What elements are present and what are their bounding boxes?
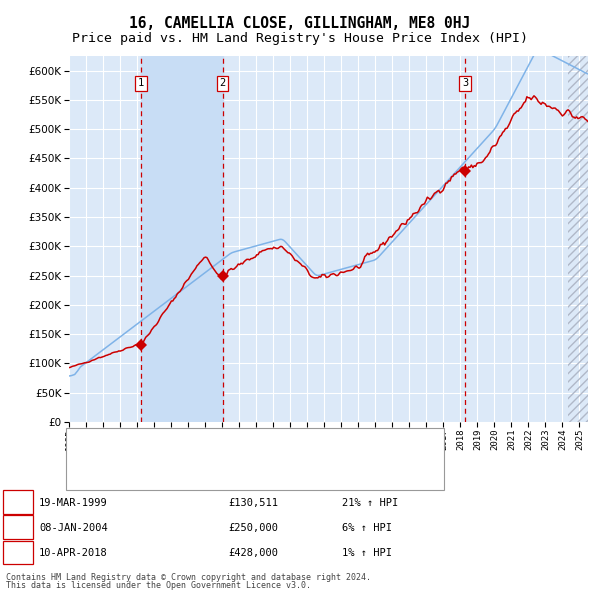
Text: 1: 1: [137, 78, 144, 88]
Text: 3: 3: [462, 78, 468, 88]
Text: 2: 2: [15, 523, 21, 533]
Bar: [141, 56, 223, 422]
Bar: [568, 56, 588, 422]
Text: 16, CAMELLIA CLOSE, GILLINGHAM, ME8 0HJ: 16, CAMELLIA CLOSE, GILLINGHAM, ME8 0HJ: [130, 16, 470, 31]
Text: 1: 1: [15, 498, 21, 507]
Text: 10-APR-2018: 10-APR-2018: [39, 549, 108, 558]
Text: Contains HM Land Registry data © Crown copyright and database right 2024.: Contains HM Land Registry data © Crown c…: [6, 572, 371, 582]
Text: 2: 2: [220, 78, 226, 88]
Text: This data is licensed under the Open Government Licence v3.0.: This data is licensed under the Open Gov…: [6, 581, 311, 590]
Text: £428,000: £428,000: [228, 549, 278, 558]
Text: £250,000: £250,000: [228, 523, 278, 533]
Text: 6% ↑ HPI: 6% ↑ HPI: [342, 523, 392, 533]
Text: HPI: Average price, detached house, Medway: HPI: Average price, detached house, Medw…: [110, 466, 356, 476]
Text: 21% ↑ HPI: 21% ↑ HPI: [342, 498, 398, 507]
Text: 08-JAN-2004: 08-JAN-2004: [39, 523, 108, 533]
Text: 3: 3: [15, 549, 21, 558]
Text: 1% ↑ HPI: 1% ↑ HPI: [342, 549, 392, 558]
Text: £130,511: £130,511: [228, 498, 278, 507]
Text: Price paid vs. HM Land Registry's House Price Index (HPI): Price paid vs. HM Land Registry's House …: [72, 32, 528, 45]
Text: 19-MAR-1999: 19-MAR-1999: [39, 498, 108, 507]
Text: 16, CAMELLIA CLOSE, GILLINGHAM, ME8 0HJ (detached house): 16, CAMELLIA CLOSE, GILLINGHAM, ME8 0HJ …: [110, 440, 439, 450]
